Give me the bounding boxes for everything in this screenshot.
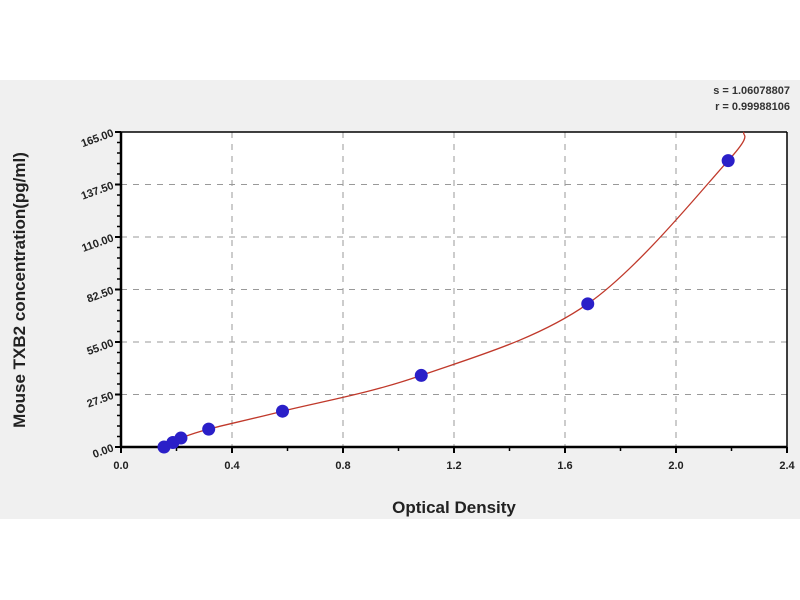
x-tick-label: 2.4: [779, 460, 795, 472]
y-tick-label: 110.00: [80, 232, 115, 255]
y-axis-label: Mouse TXB2 concentration(pg/ml): [10, 152, 29, 428]
x-tick-label: 0.4: [224, 460, 240, 472]
data-point: [202, 422, 216, 436]
y-tick-label: 82.50: [85, 285, 115, 306]
r-value: r = 0.99988106: [715, 101, 790, 113]
data-point: [276, 404, 290, 418]
x-axis-label: Optical Density: [392, 498, 516, 517]
y-tick-label: 0.00: [91, 442, 115, 461]
x-tick-label: 0.8: [335, 460, 350, 472]
y-tick-label: 137.50: [80, 180, 116, 203]
y-tick-label: 165.00: [80, 127, 116, 150]
x-tick-label: 0.0: [113, 460, 128, 472]
data-point: [174, 431, 188, 445]
s-value: s = 1.06078807: [713, 85, 790, 97]
y-tick-label: 55.00: [85, 337, 115, 358]
y-tick-label: 27.50: [85, 390, 115, 411]
x-tick-label: 1.6: [557, 460, 572, 472]
data-point: [581, 297, 595, 311]
x-tick-label: 2.0: [668, 460, 683, 472]
data-point: [414, 368, 428, 382]
x-tick-label: 1.2: [446, 460, 461, 472]
data-point: [721, 154, 735, 168]
